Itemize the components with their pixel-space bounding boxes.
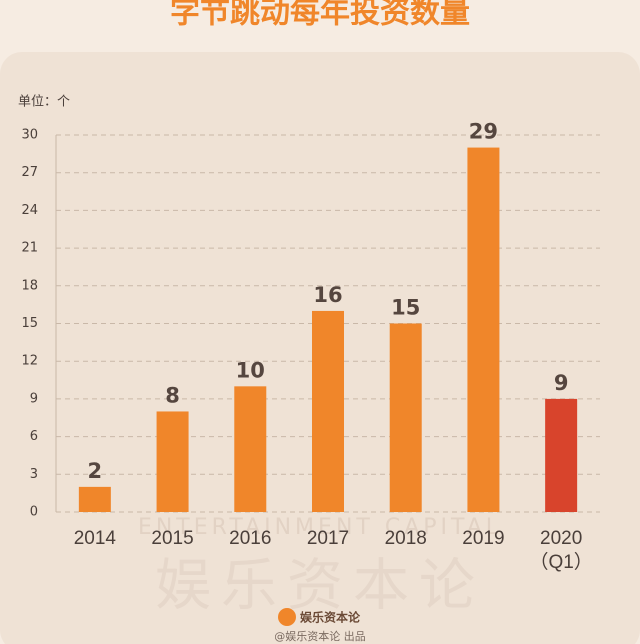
- x-tick-label: 2018: [384, 528, 427, 549]
- y-tick-label: 6: [30, 429, 38, 444]
- bar: [156, 411, 189, 512]
- y-tick-label: 24: [21, 203, 38, 218]
- value-label: 9: [554, 371, 569, 395]
- value-label: 15: [391, 296, 420, 320]
- x-tick-label: 2016: [229, 528, 272, 549]
- footer-logo: 娱乐资本论: [300, 610, 361, 625]
- x-tick-label: 2015: [151, 528, 194, 549]
- watermark: ENTERTAINMENT CAPITAL: [138, 515, 502, 540]
- footer: @娱乐资本论 出品: [274, 629, 366, 643]
- bar: [389, 323, 422, 512]
- chart-title: 字节跳动每年投资数量: [170, 0, 470, 31]
- watermark-cn: 娱乐资本论: [155, 554, 485, 619]
- y-tick-label: 15: [21, 316, 38, 331]
- value-label: 10: [236, 358, 265, 382]
- y-tick-label: 21: [21, 241, 38, 256]
- y-tick-label: 0: [30, 505, 38, 520]
- value-label: 8: [165, 383, 180, 407]
- x-tick-label: 2014: [73, 528, 116, 549]
- bar: [467, 147, 500, 513]
- y-tick-label: 12: [21, 354, 38, 369]
- value-label: 29: [469, 120, 498, 144]
- y-tick-label: 3: [30, 467, 38, 482]
- x-tick-label: 2017: [306, 528, 350, 549]
- x-tick-label: 2020 （Q1）: [529, 528, 593, 573]
- logo-icon: [278, 608, 296, 626]
- value-label: 2: [88, 459, 103, 483]
- value-label: 16: [313, 283, 342, 307]
- unit-label: 单位：个: [18, 95, 70, 110]
- bar: [234, 386, 267, 512]
- bar: [545, 398, 578, 512]
- bar: [312, 310, 344, 512]
- y-tick-label: 9: [30, 391, 38, 406]
- y-tick-label: 30: [21, 128, 38, 143]
- x-tick-label: 2019: [462, 528, 505, 549]
- y-tick-label: 27: [21, 165, 38, 180]
- bar: [78, 486, 111, 512]
- y-tick-label: 18: [21, 278, 38, 293]
